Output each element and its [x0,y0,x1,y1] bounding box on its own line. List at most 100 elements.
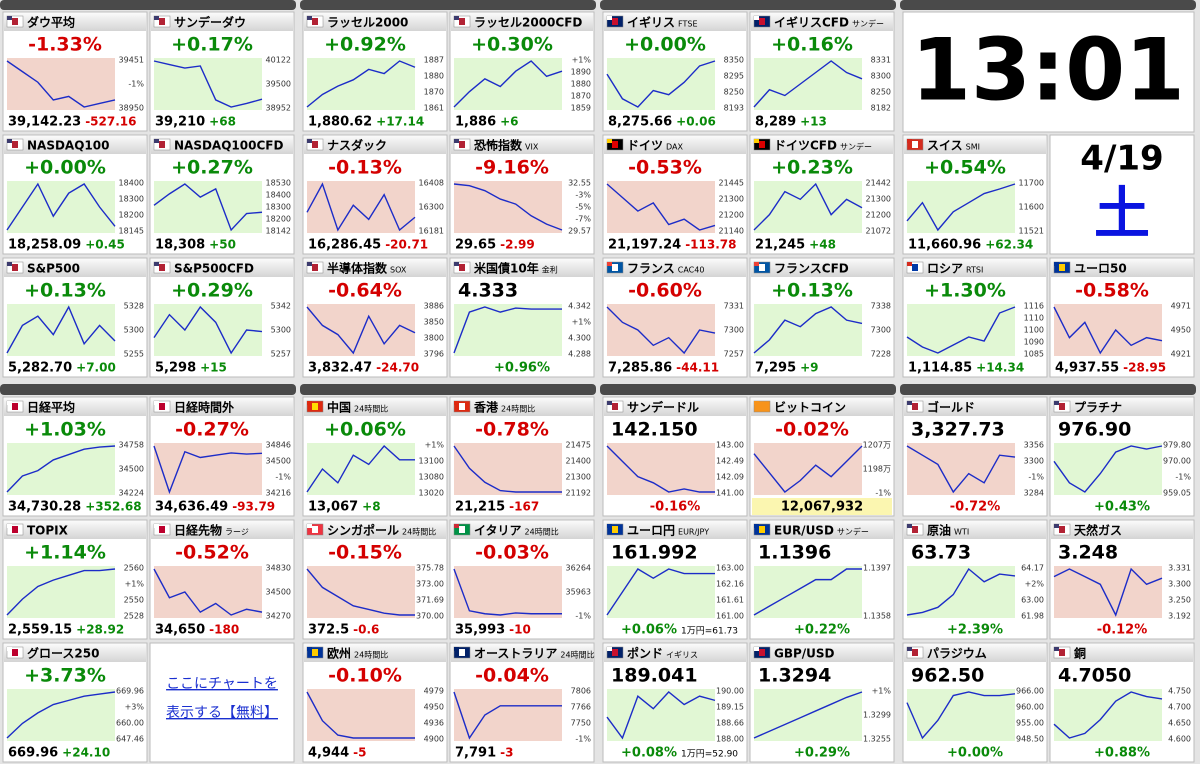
diff: -5 [353,746,366,760]
flag [7,262,12,266]
tile-name: イタリア [474,524,522,538]
chart-area [907,443,1015,495]
axis-label: +3% [125,703,145,712]
price-line [606,568,715,616]
change: -0.78% [475,419,549,441]
flag [312,264,318,271]
tile-name: ラッセル2000 [327,16,408,30]
tile-name: フランス [627,262,675,276]
link-panel [149,642,295,763]
change: -0.10% [328,665,402,687]
diff: -0.6 [353,623,379,637]
change: +0.00% [947,746,1003,761]
axis-label: 4979 [424,687,444,696]
axis-label: 64.17 [1021,564,1044,573]
axis-label: 955.00 [1016,719,1044,728]
axis-label: 39451 [119,56,144,65]
flag [154,524,159,528]
change: -0.16% [650,500,701,515]
price-line [153,305,263,355]
flag [307,401,312,405]
flag [612,18,618,25]
axis-label: 34500 [266,588,291,597]
chart-link[interactable]: 表示する【無料】 [166,705,278,721]
diff: -180 [209,623,239,637]
axis-label: 1100 [1024,326,1044,335]
price-line [1053,567,1163,617]
tile-header [451,644,593,662]
axis-label: +1% [425,441,445,450]
tile-header [451,13,593,31]
price-line [906,445,1016,494]
price-line [153,568,263,616]
axis-label: 3284 [1024,489,1044,498]
tile-subtitle: 24時間比 [525,527,559,537]
chart-area [154,304,262,356]
flag [1054,262,1059,266]
axis-label: 1.3299 [863,711,891,720]
tile-subtitle: WTI [954,528,969,537]
axis-label: 8250 [871,88,891,97]
tile-name: プラチナ [1074,400,1122,415]
diff: -10 [509,623,531,637]
flag [159,403,165,410]
tile-name: 天然ガス [1074,523,1122,538]
price: 4,944 [308,746,349,761]
axis-label: -1% [1175,473,1191,482]
diff: +352.68 [85,500,141,514]
price: 1,114.85 [908,361,972,376]
axis-label: 1890 [571,68,591,77]
price: 976.90 [1058,419,1131,441]
change: +0.88% [1094,746,1150,761]
axis-label: 21442 [866,179,891,188]
axis-label: 3796 [424,350,444,359]
axis-label: 373.00 [416,580,444,589]
axis-label: 1.3255 [863,735,891,744]
axis-label: -7% [575,215,591,224]
diff: -2.99 [500,238,535,252]
axis-label: 21192 [566,489,591,498]
flag [12,649,18,656]
axis-label: 11700 [1019,179,1044,188]
axis-label: 13100 [419,457,444,466]
flag [12,18,18,25]
axis-label: 34500 [266,457,291,466]
price-line [453,60,563,108]
tile-header [751,521,893,539]
axis-label: 16300 [419,203,444,212]
axis-label: -1% [1028,473,1044,482]
chart-area [307,181,415,233]
tile-name: 日経先物 [174,523,222,538]
change: +0.06% [324,419,406,441]
tile-name: ゴールド [927,400,975,415]
diff: +62.34 [985,238,1033,252]
change: +0.06% [621,623,677,638]
price-line [453,183,563,231]
axis-label: 1085 [1024,350,1044,359]
conversion: 1万円=52.90 [681,749,738,760]
axis-label: 21200 [866,211,891,220]
axis-label: 34500 [119,465,144,474]
price: 1.1396 [758,542,831,564]
axis-label: 1861 [424,104,444,113]
tile-subtitle: 金利 [542,265,558,275]
axis-label: 375.78 [416,564,444,573]
diff: +13 [800,115,827,129]
flag [454,524,459,528]
flag [912,649,918,656]
diff: +24.10 [62,746,110,760]
price: 13,067 [308,500,358,515]
flag [312,18,318,25]
chart-area [154,443,262,495]
chart-area [307,566,415,618]
tile-name: 米国債10年 [474,261,539,276]
change: +0.29% [794,746,850,761]
change: -0.04% [475,665,549,687]
flag [312,649,318,656]
change: +0.29% [171,280,253,302]
tile-header [304,259,446,277]
flag [307,16,312,20]
chart-area [307,304,415,356]
change: +0.00% [24,157,106,179]
chart-link[interactable]: ここにチャートを [166,676,278,692]
